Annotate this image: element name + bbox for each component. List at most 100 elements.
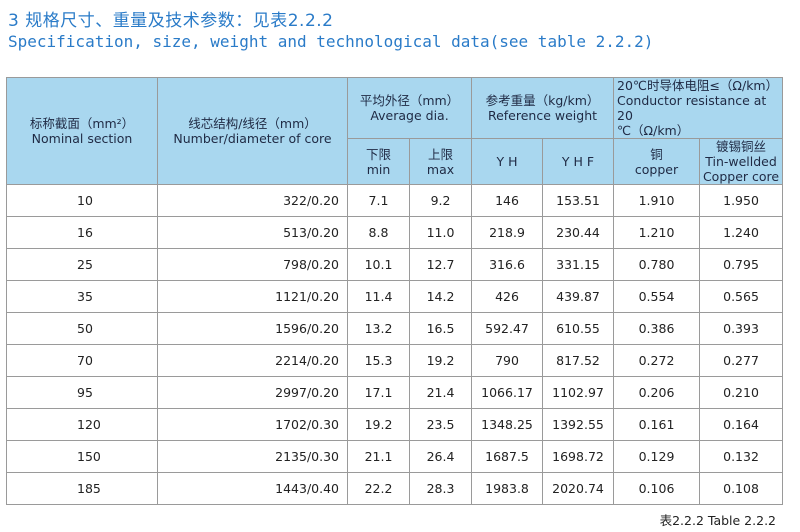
table-row: 70 2214/0.20 15.3 19.2 790 817.52 0.272 … xyxy=(6,344,784,377)
cell-core: 2135/0.30 xyxy=(157,440,348,473)
header-min: 下限 min xyxy=(347,138,410,185)
cell-core: 798/0.20 xyxy=(157,248,348,281)
cell-copper: 0.386 xyxy=(613,312,701,345)
cell-max: 14.2 xyxy=(408,280,473,313)
table-row: 16 513/0.20 8.8 11.0 218.9 230.44 1.210 … xyxy=(6,216,784,249)
cell-tinned: 1.240 xyxy=(699,216,784,249)
cell-min: 22.2 xyxy=(347,472,410,505)
table-row: 185 1443/0.40 22.2 28.3 1983.8 2020.74 0… xyxy=(6,472,784,505)
header-weight-cn: 参考重量（kg/km） xyxy=(485,93,600,108)
header-min-cn: 下限 xyxy=(365,146,391,162)
header-copper-en: copper xyxy=(634,161,679,177)
table-row: 120 1702/0.30 19.2 23.5 1348.25 1392.55 … xyxy=(6,408,784,441)
cell-yhf: 439.87 xyxy=(542,280,615,313)
header-tinned: 镀锡铜丝 Tin-wellded Copper core xyxy=(699,138,784,185)
header-nominal-section-en: Nominal section xyxy=(31,131,133,146)
header-core: 线芯结构/线径（mm） Number/diameter of core xyxy=(157,77,348,185)
table-caption: 表2.2.2 Table 2.2.2 xyxy=(659,513,776,528)
cell-yhf: 331.15 xyxy=(542,248,615,281)
cell-max: 16.5 xyxy=(408,312,473,345)
cell-copper: 0.780 xyxy=(613,248,701,281)
header-core-cn: 线芯结构/线径（mm） xyxy=(188,116,317,131)
header-nominal-section-cn: 标称截面（mm²） xyxy=(29,116,135,131)
cell-yhf: 817.52 xyxy=(542,344,615,377)
cell-core: 2997/0.20 xyxy=(157,376,348,409)
cell-core: 513/0.20 xyxy=(157,216,348,249)
cell-section: 120 xyxy=(6,408,158,441)
header-max-cn: 上限 xyxy=(428,146,454,162)
section-heading-en: Specification, size, weight and technolo… xyxy=(8,32,654,51)
cell-copper: 1.910 xyxy=(613,184,701,217)
cell-min: 21.1 xyxy=(347,440,410,473)
table-row: 10 322/0.20 7.1 9.2 146 153.51 1.910 1.9… xyxy=(6,184,784,217)
header-weight: 参考重量（kg/km） Reference weight xyxy=(471,77,615,139)
header-yh: Y H xyxy=(471,138,544,185)
header-avg-dia: 平均外径（mm） Average dia. xyxy=(346,77,473,139)
table-row: 35 1121/0.20 11.4 14.2 426 439.87 0.554 … xyxy=(6,280,784,313)
header-max: 上限 max xyxy=(408,138,473,185)
cell-max: 12.7 xyxy=(408,248,473,281)
cell-tinned: 0.795 xyxy=(699,248,784,281)
cell-copper: 1.210 xyxy=(613,216,701,249)
cell-min: 8.8 xyxy=(347,216,410,249)
table-row: 25 798/0.20 10.1 12.7 316.6 331.15 0.780… xyxy=(6,248,784,281)
header-nominal-section: 标称截面（mm²） Nominal section xyxy=(6,77,158,185)
header-weight-en: Reference weight xyxy=(487,108,598,123)
cell-min: 11.4 xyxy=(347,280,410,313)
cell-tinned: 0.210 xyxy=(699,376,784,409)
cell-yh: 1066.17 xyxy=(471,376,544,409)
header-tinned-en: Tin-wellded xyxy=(705,154,777,169)
cell-min: 10.1 xyxy=(347,248,410,281)
cell-min: 15.3 xyxy=(347,344,410,377)
table-row: 95 2997/0.20 17.1 21.4 1066.17 1102.97 0… xyxy=(6,376,784,409)
cell-min: 13.2 xyxy=(347,312,410,345)
cell-tinned: 0.565 xyxy=(699,280,784,313)
cell-tinned: 0.393 xyxy=(699,312,784,345)
cell-tinned: 0.108 xyxy=(699,472,784,505)
cell-yhf: 2020.74 xyxy=(542,472,615,505)
cell-yhf: 153.51 xyxy=(542,184,615,217)
header-resistance-en2: ℃（Ω/km） xyxy=(617,123,690,138)
cell-tinned: 0.277 xyxy=(699,344,784,377)
cell-max: 11.0 xyxy=(408,216,473,249)
header-resistance: 20℃时导体电阻≤（Ω/km） Conductor resistance at … xyxy=(613,77,784,139)
cell-section: 10 xyxy=(6,184,158,217)
cell-yhf: 230.44 xyxy=(542,216,615,249)
cell-copper: 0.129 xyxy=(613,440,701,473)
cell-section: 150 xyxy=(6,440,158,473)
cell-section: 50 xyxy=(6,312,158,345)
cell-section: 35 xyxy=(6,280,158,313)
cell-yhf: 1698.72 xyxy=(542,440,615,473)
cell-section: 25 xyxy=(6,248,158,281)
cell-core: 322/0.20 xyxy=(157,184,348,217)
cell-min: 7.1 xyxy=(347,184,410,217)
cell-copper: 0.554 xyxy=(613,280,701,313)
cell-max: 26.4 xyxy=(408,440,473,473)
header-resistance-en: Conductor resistance at 20 xyxy=(617,93,767,123)
cell-yh: 426 xyxy=(471,280,544,313)
table-row: 150 2135/0.30 21.1 26.4 1687.5 1698.72 0… xyxy=(6,440,784,473)
cell-tinned: 1.950 xyxy=(699,184,784,217)
cell-tinned: 0.164 xyxy=(699,408,784,441)
cell-section: 95 xyxy=(6,376,158,409)
table-row: 50 1596/0.20 13.2 16.5 592.47 610.55 0.3… xyxy=(6,312,784,345)
header-avg-dia-cn: 平均外径（mm） xyxy=(359,93,460,108)
cell-section: 185 xyxy=(6,472,158,505)
header-tinned-en2: Copper core xyxy=(702,169,780,184)
header-resistance-cn: 20℃时导体电阻≤（Ω/km） xyxy=(617,78,779,94)
cell-core: 2214/0.20 xyxy=(157,344,348,377)
header-min-en: min xyxy=(366,161,391,177)
cell-yh: 146 xyxy=(471,184,544,217)
cell-max: 9.2 xyxy=(408,184,473,217)
cell-copper: 0.106 xyxy=(613,472,701,505)
cell-max: 21.4 xyxy=(408,376,473,409)
cell-core: 1702/0.30 xyxy=(157,408,348,441)
cell-yh: 1983.8 xyxy=(471,472,544,505)
header-copper-cn: 铜 xyxy=(650,146,663,162)
cell-max: 28.3 xyxy=(408,472,473,505)
cell-section: 16 xyxy=(6,216,158,249)
header-max-en: max xyxy=(426,161,455,177)
spec-table: 标称截面（mm²） Nominal section 线芯结构/线径（mm） Nu… xyxy=(6,77,784,505)
cell-yh: 218.9 xyxy=(471,216,544,249)
cell-yh: 592.47 xyxy=(471,312,544,345)
